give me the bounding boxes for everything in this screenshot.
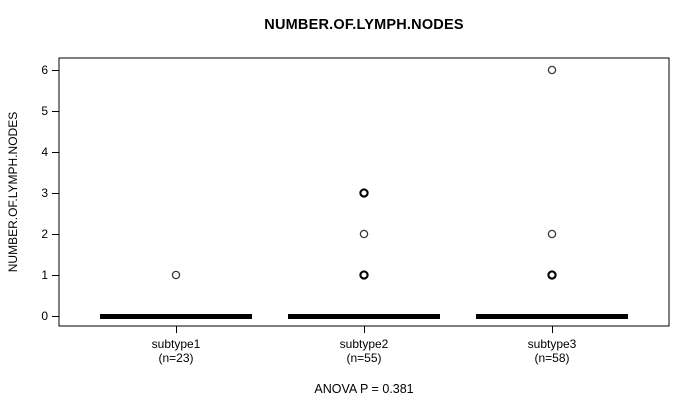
y-tick-label: 3 [41,186,48,200]
outlier-point [359,188,369,198]
outlier-point [547,229,557,239]
outlier-point [359,229,369,239]
chart-title: NUMBER.OF.LYMPH.NODES [264,17,464,33]
plot-frame [58,57,670,327]
y-tick-label: 4 [41,145,48,159]
group-label: subtype3 [528,337,577,351]
group-sublabel: (n=55) [346,351,381,365]
outlier-point [359,270,369,280]
y-tick-label: 6 [41,63,48,77]
group-sublabel: (n=23) [158,351,193,365]
y-tick-label: 1 [41,268,48,282]
y-tick-label: 5 [41,104,48,118]
group-label: subtype2 [340,337,389,351]
outlier-point [547,65,557,75]
group-sublabel: (n=58) [534,351,569,365]
y-tick-label: 2 [41,227,48,241]
group-label: subtype1 [152,337,201,351]
y-tick-label: 0 [41,309,48,323]
outlier-point [171,270,181,280]
outlier-point [547,270,557,280]
anova-annotation: ANOVA P = 0.381 [314,382,414,396]
